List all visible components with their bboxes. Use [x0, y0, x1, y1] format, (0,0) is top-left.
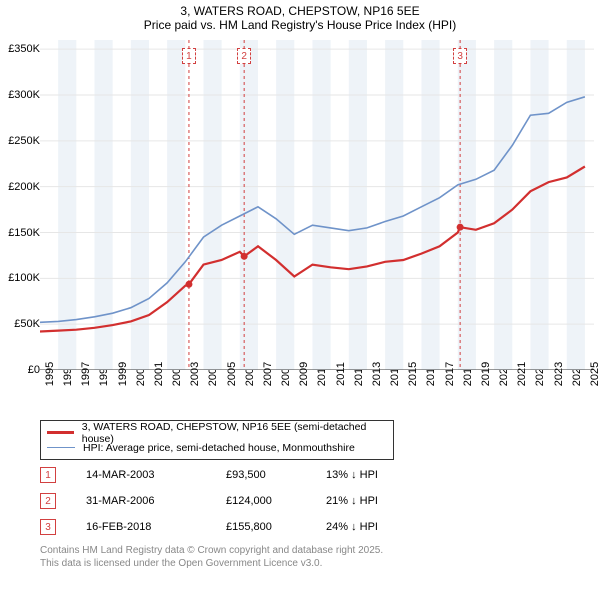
legend-swatch — [47, 431, 74, 433]
annotation-price: £155,800 — [226, 521, 326, 533]
legend-row: HPI: Average price, semi-detached house,… — [47, 440, 387, 455]
legend-row: 3, WATERS ROAD, CHEPSTOW, NP16 5EE (semi… — [47, 425, 387, 440]
y-tick-label: £150K — [8, 227, 40, 239]
title-block: 3, WATERS ROAD, CHEPSTOW, NP16 5EE Price… — [0, 0, 600, 32]
y-tick-label: £200K — [8, 181, 40, 193]
annotation-num: 1 — [40, 467, 56, 483]
year-band — [203, 40, 221, 370]
year-band — [349, 40, 367, 370]
annotation-row: 2 31-MAR-2006£124,00021% ↓ HPI — [40, 488, 416, 514]
annotation-date: 31-MAR-2006 — [86, 495, 226, 507]
year-band — [94, 40, 112, 370]
footer-line1: Contains HM Land Registry data © Crown c… — [40, 545, 383, 558]
chart-title-line2: Price paid vs. HM Land Registry's House … — [0, 18, 600, 32]
year-band — [567, 40, 585, 370]
y-tick-label: £350K — [8, 43, 40, 55]
sale-marker-label: 2 — [237, 48, 251, 64]
footer-attribution: Contains HM Land Registry data © Crown c… — [40, 545, 383, 570]
annotation-pct: 24% ↓ HPI — [326, 521, 416, 533]
chart-plot-area: 1 2 3 — [40, 40, 594, 370]
year-band — [494, 40, 512, 370]
y-tick-label: £100K — [8, 272, 40, 284]
chart-container: 3, WATERS ROAD, CHEPSTOW, NP16 5EE Price… — [0, 0, 600, 590]
legend-swatch — [47, 447, 75, 449]
annotation-num: 3 — [40, 519, 56, 535]
legend-box: 3, WATERS ROAD, CHEPSTOW, NP16 5EE (semi… — [40, 420, 394, 460]
annotation-table: 1 14-MAR-2003£93,50013% ↓ HPI 2 31-MAR-2006… — [40, 462, 416, 540]
year-band — [385, 40, 403, 370]
annotation-pct: 13% ↓ HPI — [326, 469, 416, 481]
year-band — [276, 40, 294, 370]
annotation-price: £124,000 — [226, 495, 326, 507]
year-band — [167, 40, 185, 370]
year-band — [240, 40, 258, 370]
year-band — [312, 40, 330, 370]
annotation-row: 3 16-FEB-2018£155,80024% ↓ HPI — [40, 514, 416, 540]
y-tick-label: £250K — [8, 135, 40, 147]
annotation-price: £93,500 — [226, 469, 326, 481]
legend-label: HPI: Average price, semi-detached house,… — [83, 442, 355, 454]
y-tick-label: £0 — [28, 364, 40, 376]
chart-title-line1: 3, WATERS ROAD, CHEPSTOW, NP16 5EE — [0, 4, 600, 18]
chart-svg — [40, 40, 594, 370]
sale-marker-dot — [185, 281, 192, 288]
footer-line2: This data is licensed under the Open Gov… — [40, 558, 383, 571]
annotation-date: 14-MAR-2003 — [86, 469, 226, 481]
y-tick-label: £300K — [8, 89, 40, 101]
year-band — [530, 40, 548, 370]
annotation-date: 16-FEB-2018 — [86, 521, 226, 533]
y-tick-label: £50K — [14, 318, 40, 330]
annotation-num: 2 — [40, 493, 56, 509]
annotation-pct: 21% ↓ HPI — [326, 495, 416, 507]
sale-marker-dot — [457, 224, 464, 231]
sale-marker-dot — [241, 253, 248, 260]
annotation-row: 1 14-MAR-2003£93,50013% ↓ HPI — [40, 462, 416, 488]
sale-marker-label: 1 — [182, 48, 196, 64]
sale-marker-label: 3 — [453, 48, 467, 64]
